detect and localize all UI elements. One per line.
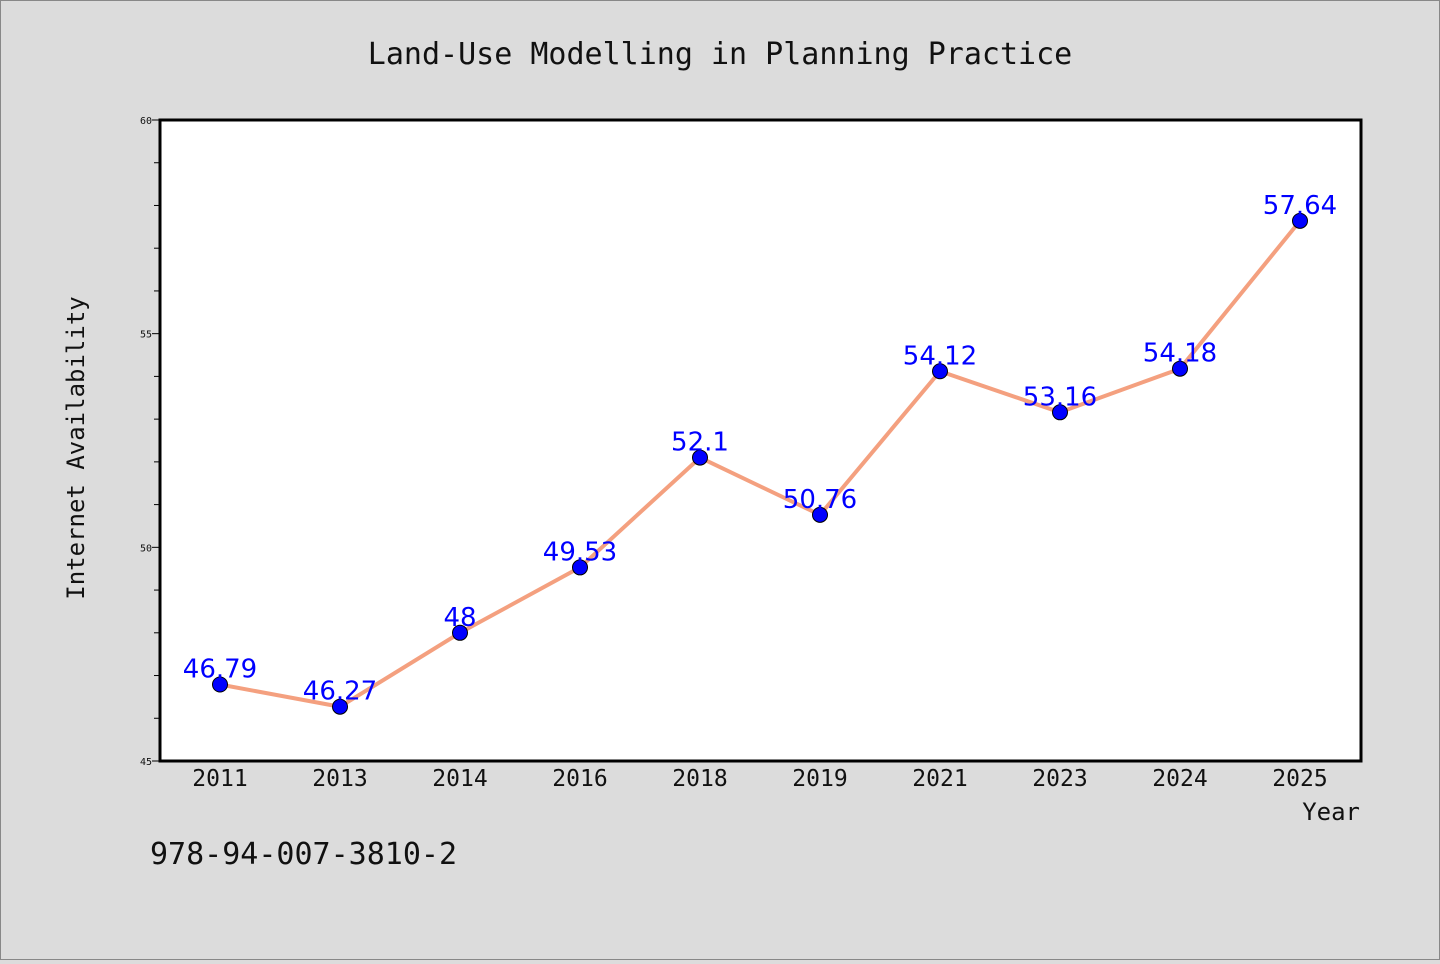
data-labels: 46.79 46.27 48 49.53 52.1 50.76 54.12 53.16 54.1… (183, 191, 1337, 707)
data-label: 54.18 (1143, 339, 1217, 369)
plot-frame (158, 118, 1363, 763)
x-tick-label: 2019 (792, 766, 847, 792)
x-tick-label: 2018 (672, 766, 727, 792)
data-label: 54.12 (903, 341, 977, 371)
data-point (212, 676, 228, 693)
x-tick-label: 2013 (312, 766, 367, 792)
series-line (219, 219, 1302, 709)
data-point (1172, 360, 1188, 377)
data-point (452, 624, 468, 641)
data-label: 52.1 (671, 428, 729, 458)
data-point (812, 506, 828, 523)
y-tick-label: 60 (140, 116, 152, 127)
chart-title: Land-Use Modelling in Planning Practice (368, 37, 1072, 72)
data-point (1052, 404, 1068, 421)
data-label: 53.16 (1023, 382, 1097, 412)
x-tick-label: 2023 (1032, 766, 1087, 792)
isbn-text: 978-94-007-3810-2 (150, 837, 457, 872)
plot-area (160, 120, 1361, 761)
x-tick-label: 2016 (552, 766, 607, 792)
x-tick-label: 2024 (1152, 766, 1207, 792)
x-tick-label: 2025 (1272, 766, 1327, 792)
data-label: 57.64 (1263, 191, 1337, 221)
data-point (332, 698, 348, 715)
y-tick-label: 50 (140, 543, 152, 554)
x-tick-label: 2014 (432, 766, 487, 792)
data-markers (212, 212, 1308, 715)
y-axis-label: Internet Availability (62, 296, 90, 599)
data-point (932, 363, 948, 380)
y-tick-label: 55 (140, 330, 152, 341)
y-tick-label: 45 (140, 757, 152, 768)
data-label: 46.79 (183, 655, 257, 685)
data-point (692, 449, 708, 466)
x-axis: 2011 2013 2014 2016 2018 2019 2021 2023 2024 2025 (192, 766, 1327, 792)
data-point (1292, 212, 1308, 229)
x-tick-label: 2021 (912, 766, 967, 792)
data-point (572, 559, 588, 576)
data-label: 50.76 (783, 485, 857, 515)
x-tick-label: 2011 (192, 766, 247, 792)
x-axis-label: Year (1302, 798, 1360, 826)
data-label: 48 (443, 603, 476, 633)
data-label: 46.27 (303, 677, 377, 707)
data-label: 49.53 (543, 537, 617, 567)
